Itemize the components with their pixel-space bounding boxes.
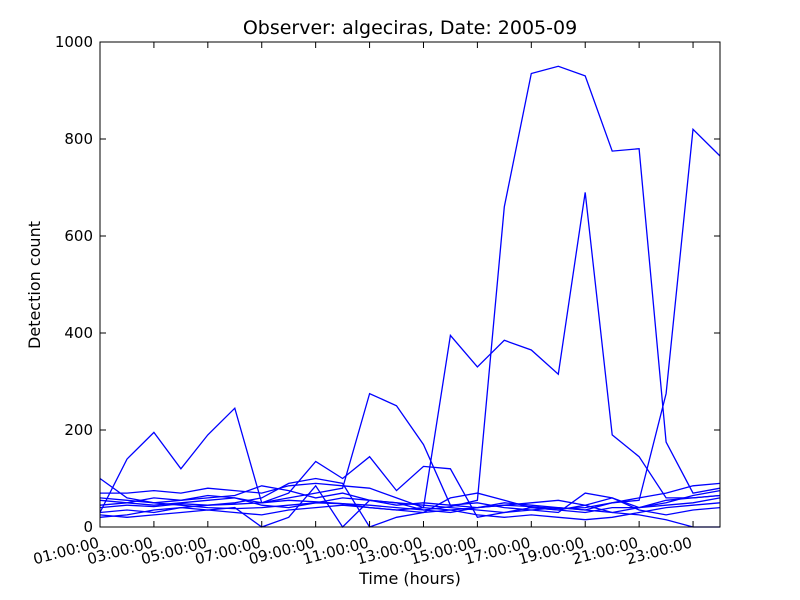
y-tick-label: 0: [83, 518, 93, 536]
series-line-8: [99, 484, 720, 529]
y-tick-label: 200: [64, 421, 93, 439]
y-tick-label: 400: [64, 324, 93, 342]
y-axis: 0 200 400 600 800 1000: [55, 33, 720, 536]
series-line-9: [99, 494, 721, 514]
series-line-10: [99, 502, 721, 521]
x-axis-label: Time (hours): [358, 569, 461, 588]
series-line-6: [100, 482, 721, 511]
y-tick-label: 600: [64, 227, 93, 245]
y-tick-label: 1000: [55, 33, 93, 51]
plot-frame: [99, 41, 721, 528]
series-line-4: [99, 455, 721, 519]
y-tick-label: 800: [64, 130, 93, 148]
series-layer: [99, 65, 721, 529]
chart-title: Observer: algeciras, Date: 2005-09: [243, 17, 577, 39]
y-axis-label: Detection count: [25, 221, 44, 349]
